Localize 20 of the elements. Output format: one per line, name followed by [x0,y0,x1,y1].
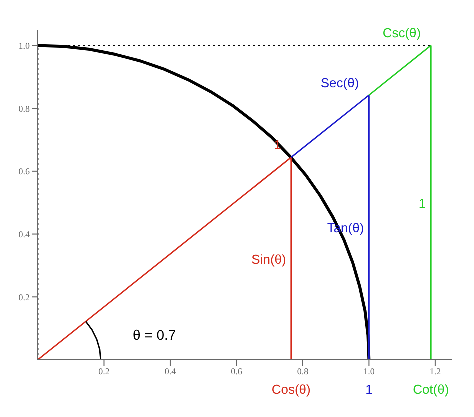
x-tick-label: 0.8 [297,366,310,376]
series-label: Cot(θ) [413,382,450,397]
series-label: Cos(θ) [272,382,311,397]
series-label: Csc(θ) [382,26,422,41]
series-label: 1 [366,382,373,397]
y-tick-label: 0.4 [18,229,30,240]
annotation: θ = 0.7 [133,327,176,343]
x-tick-label: 0.6 [231,366,243,376]
x-tick-label: 0.4 [164,366,177,376]
y-tick-label: 0.8 [18,104,30,114]
y-tick-label: 1.0 [18,40,30,51]
series-label: 1 [418,196,426,211]
x-tick-label: 1.2 [430,366,442,376]
y-tick-label: 0.6 [18,166,30,177]
y-tick-label: 0.2 [18,292,30,302]
series-label: 1 [274,138,282,153]
series-label: Sec(θ) [320,75,360,90]
x-tick-label: 0.2 [98,366,110,376]
series-label: Sin(θ) [252,252,286,267]
x-tick-label: 1.0 [364,366,376,376]
